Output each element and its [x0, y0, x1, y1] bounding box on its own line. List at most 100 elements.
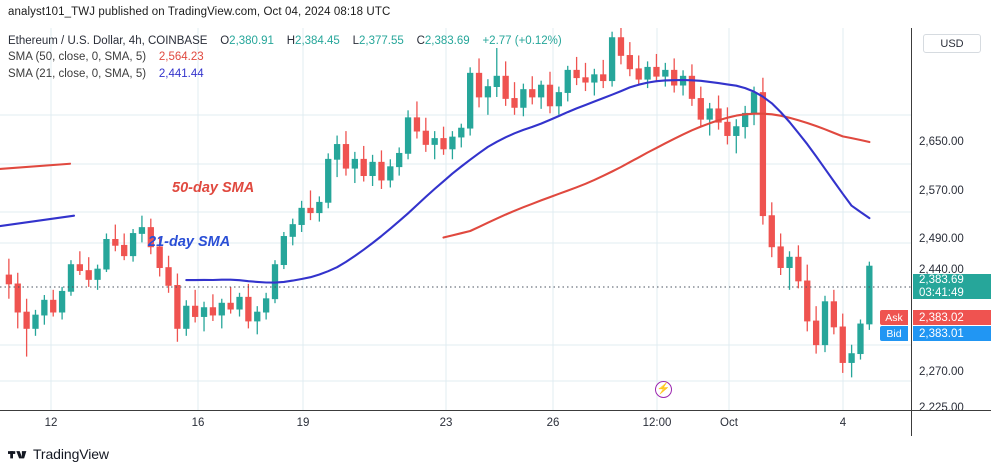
candle-body-65: [582, 77, 589, 83]
candle-body-18: [165, 267, 172, 286]
candle-body-61: [546, 84, 554, 107]
candle-body-53: [475, 72, 483, 98]
candle-body-80: [715, 108, 722, 123]
candle-body-26: [236, 296, 243, 310]
time-tick-3: 23: [439, 417, 453, 429]
candle-body-68: [608, 37, 616, 82]
candle-body-3: [32, 314, 39, 329]
bid-price-value: 2,383.01: [919, 327, 964, 340]
time-tick-2: 19: [296, 417, 310, 429]
candle-body-29: [262, 298, 270, 313]
candle-body-87: [777, 246, 784, 268]
candle-body-28: [254, 311, 261, 322]
time-tick-5: 12:00: [642, 417, 672, 429]
candle-body-60: [537, 84, 545, 98]
price-tick-1: 2,570.00: [919, 185, 964, 197]
candle-body-89: [795, 256, 802, 282]
candle-body-24: [218, 302, 225, 316]
candle-body-52: [467, 72, 474, 129]
candle-body-64: [573, 69, 580, 79]
candle-body-88: [786, 256, 793, 268]
lightning-bolt-glyph: ⚡: [656, 383, 671, 395]
currency-badge[interactable]: USD: [923, 34, 981, 53]
price-tick-4: 2,270.00: [919, 366, 964, 378]
candle-body-75: [671, 69, 678, 86]
candle-body-72: [644, 66, 651, 80]
candle-body-78: [697, 98, 704, 120]
candle-body-0: [5, 274, 13, 285]
candle-body-21: [192, 305, 199, 317]
candle-body-9: [85, 270, 92, 280]
candle-body-90: [804, 280, 811, 322]
tradingview-brand: TradingView: [8, 446, 109, 462]
time-tick-4: 26: [546, 417, 560, 429]
tradingview-brand-text: TradingView: [33, 446, 109, 462]
candle-body-16: [147, 227, 154, 248]
time-tick-0: 12: [44, 417, 58, 429]
bar-countdown: 03:41:49: [919, 287, 964, 299]
price-plot-area[interactable]: [0, 28, 911, 410]
candle-body-27: [245, 296, 252, 322]
candle-body-45: [404, 117, 412, 154]
candle-body-81: [724, 121, 731, 136]
candle-body-86: [768, 215, 775, 248]
chart-frame: [0, 28, 991, 410]
candle-body-10: [94, 268, 101, 280]
sma50-stub: [0, 162, 72, 170]
candle-body-25: [227, 302, 234, 310]
candle-body-6: [58, 290, 66, 313]
candle-body-97: [866, 265, 873, 325]
candle-body-77: [688, 75, 696, 99]
candle-body-79: [706, 108, 713, 120]
candle-body-71: [635, 68, 642, 80]
ask-tag: Ask: [880, 310, 908, 325]
candle-body-74: [662, 69, 669, 77]
candle-body-20: [183, 305, 190, 329]
last-price-value: 2,383.69: [919, 274, 964, 287]
bid-price-badge[interactable]: 2,383.01: [913, 326, 991, 341]
candle-body-7: [67, 264, 75, 292]
candlestick-svg: [0, 28, 911, 410]
candle-body-1: [14, 283, 21, 313]
candle-body-94: [839, 326, 846, 363]
candle-body-54: [484, 86, 492, 98]
candle-body-41: [369, 161, 376, 177]
lightning-bolt-icon[interactable]: ⚡: [655, 381, 672, 398]
candle-body-42: [378, 161, 385, 181]
candle-body-73: [653, 66, 660, 77]
time-axis[interactable]: 12 16 19 23 26 12:00 Oct 4: [0, 410, 911, 436]
candle-body-48: [431, 138, 438, 145]
sma21-line: [185, 78, 871, 284]
candle-body-5: [50, 299, 57, 313]
candle-body-47: [422, 130, 429, 145]
candle-body-66: [591, 74, 598, 83]
candle-body-46: [413, 117, 421, 132]
price-axis[interactable]: USD 2,650.00 2,570.00 2,490.00 2,440.00 2,27…: [911, 28, 991, 414]
candle-body-17: [156, 246, 163, 268]
candle-body-36: [325, 158, 332, 203]
candle-body-23: [209, 307, 217, 316]
candle-body-50: [449, 136, 456, 150]
last-price-badge[interactable]: 2,383.69 03:41:49: [913, 274, 991, 299]
price-tick-3: 2,440.00: [919, 264, 964, 276]
candle-body-37: [333, 144, 341, 160]
candle-body-35: [316, 201, 323, 214]
candle-body-15: [138, 227, 146, 234]
candle-body-13: [121, 244, 128, 257]
candle-body-43: [387, 166, 394, 181]
time-tick-6: Oct: [720, 417, 738, 429]
candle-body-44: [396, 152, 403, 168]
candle-body-49: [440, 138, 447, 150]
candle-body-33: [298, 207, 305, 225]
candle-body-8: [76, 264, 83, 271]
sma21-stub: [0, 214, 76, 228]
candle-body-58: [520, 89, 527, 108]
candle-series: [5, 28, 873, 378]
candle-body-67: [600, 74, 607, 82]
ask-price-badge[interactable]: 2,383.02: [913, 310, 991, 325]
candle-body-2: [23, 311, 30, 329]
candle-body-14: [129, 233, 137, 257]
sma50-line: [442, 112, 871, 239]
candle-body-69: [617, 37, 625, 56]
candle-body-62: [555, 92, 563, 107]
